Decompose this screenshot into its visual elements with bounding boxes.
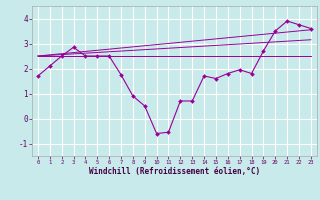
X-axis label: Windchill (Refroidissement éolien,°C): Windchill (Refroidissement éolien,°C) [89, 167, 260, 176]
